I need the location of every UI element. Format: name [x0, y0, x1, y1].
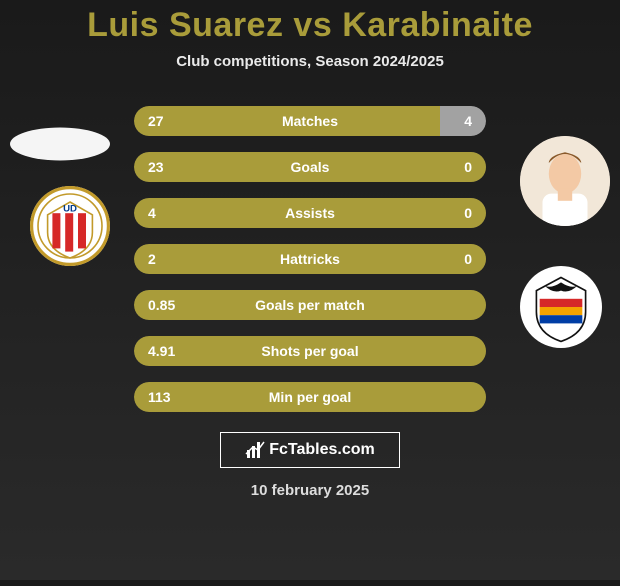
stat-row: 4.91Shots per goal — [134, 336, 486, 366]
page-title: Luis Suarez vs Karabinaite — [0, 6, 620, 45]
player1-avatar — [10, 128, 110, 161]
stat-label: Goals per match — [184, 297, 436, 313]
stat-row: 0.85Goals per match — [134, 290, 486, 320]
stat-value-right: 0 — [436, 205, 486, 221]
footer-logo-text: FcTables.com — [269, 441, 375, 459]
stat-value-left: 27 — [134, 113, 184, 129]
footer-logo: FcTables.com — [220, 432, 400, 468]
stat-label: Goals — [184, 159, 436, 175]
date-text: 10 february 2025 — [0, 482, 620, 499]
club2-badge — [520, 266, 602, 348]
title-vs: vs — [283, 6, 342, 44]
stat-row: 27Matches4 — [134, 106, 486, 136]
stat-value-left: 4 — [134, 205, 184, 221]
stat-label: Matches — [184, 113, 436, 129]
stat-row: 2Hattricks0 — [134, 244, 486, 274]
stat-row: 113Min per goal — [134, 382, 486, 412]
svg-text:UD: UD — [63, 204, 77, 215]
chart-icon — [245, 440, 265, 460]
stat-label: Hattricks — [184, 251, 436, 267]
player2-avatar — [520, 136, 610, 226]
stat-row: 4Assists0 — [134, 198, 486, 228]
stat-row: 23Goals0 — [134, 152, 486, 182]
player1-name: Luis Suarez — [87, 6, 283, 44]
stat-label: Assists — [184, 205, 436, 221]
stat-value-left: 23 — [134, 159, 184, 175]
stat-value-left: 113 — [134, 389, 184, 405]
subtitle: Club competitions, Season 2024/2025 — [0, 53, 620, 70]
stat-value-left: 4.91 — [134, 343, 184, 359]
club1-badge: UD — [30, 186, 110, 266]
stat-value-left: 2 — [134, 251, 184, 267]
stat-value-right: 4 — [436, 113, 486, 129]
stat-value-right: 0 — [436, 159, 486, 175]
stat-label: Min per goal — [184, 389, 436, 405]
stat-value-left: 0.85 — [134, 297, 184, 313]
player2-name: Karabinaite — [342, 6, 533, 44]
stats-table: 27Matches423Goals04Assists02Hattricks00.… — [134, 106, 486, 412]
stat-label: Shots per goal — [184, 343, 436, 359]
stat-value-right: 0 — [436, 251, 486, 267]
